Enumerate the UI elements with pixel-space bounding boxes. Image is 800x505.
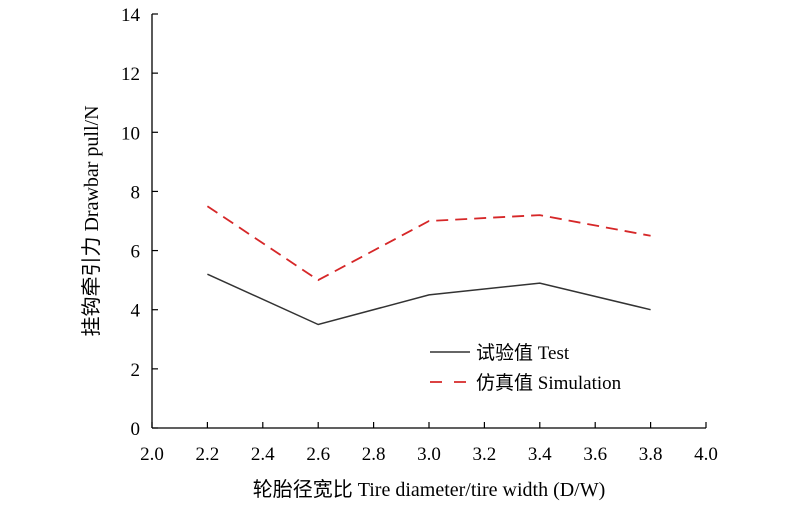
series-layer [206, 205, 651, 326]
y-tick-label: 14 [121, 5, 141, 26]
y-tick-label: 4 [131, 301, 141, 322]
legend-label-1: 试验值 Test [476, 342, 570, 364]
legend: 试验值 Test 仿真值 Simulation [430, 342, 622, 394]
y-tick-label: 10 [121, 123, 140, 144]
x-tick-label: 4.0 [694, 444, 718, 465]
y-tick-label: 8 [131, 182, 141, 203]
x-tick-label: 2.4 [251, 444, 275, 465]
x-tick-label: 3.0 [417, 444, 441, 465]
y-tick-label: 0 [131, 419, 141, 440]
y-tick-label: 12 [121, 64, 140, 85]
x-tick-label: 3.4 [528, 444, 552, 465]
y-tick-label: 6 [131, 242, 141, 263]
y-axis-title: 挂钩牵引力 Drawbar pull/N [80, 105, 103, 336]
y-tick-label: 2 [131, 360, 141, 381]
legend-label-2: 仿真值 Simulation [476, 372, 622, 394]
axes: 0 2 4 6 8 10 12 14 2.0 2.2 2.4 2.6 2.8 3.0 3.2 3.4 3.6 3.… [121, 5, 718, 465]
x-tick-label: 2.0 [140, 444, 164, 465]
x-tick-label: 2.2 [196, 444, 220, 465]
x-tick-label: 2.8 [362, 444, 386, 465]
x-tick-label: 3.2 [473, 444, 497, 465]
x-tick-label: 3.6 [583, 444, 607, 465]
x-tick-label: 3.8 [639, 444, 663, 465]
x-axis-title: 轮胎径宽比 Tire diameter/tire width (D/W) [253, 478, 606, 501]
series-line-1 [207, 273, 651, 326]
x-tick-label: 2.6 [306, 444, 330, 465]
series-line-2 [206, 205, 651, 282]
